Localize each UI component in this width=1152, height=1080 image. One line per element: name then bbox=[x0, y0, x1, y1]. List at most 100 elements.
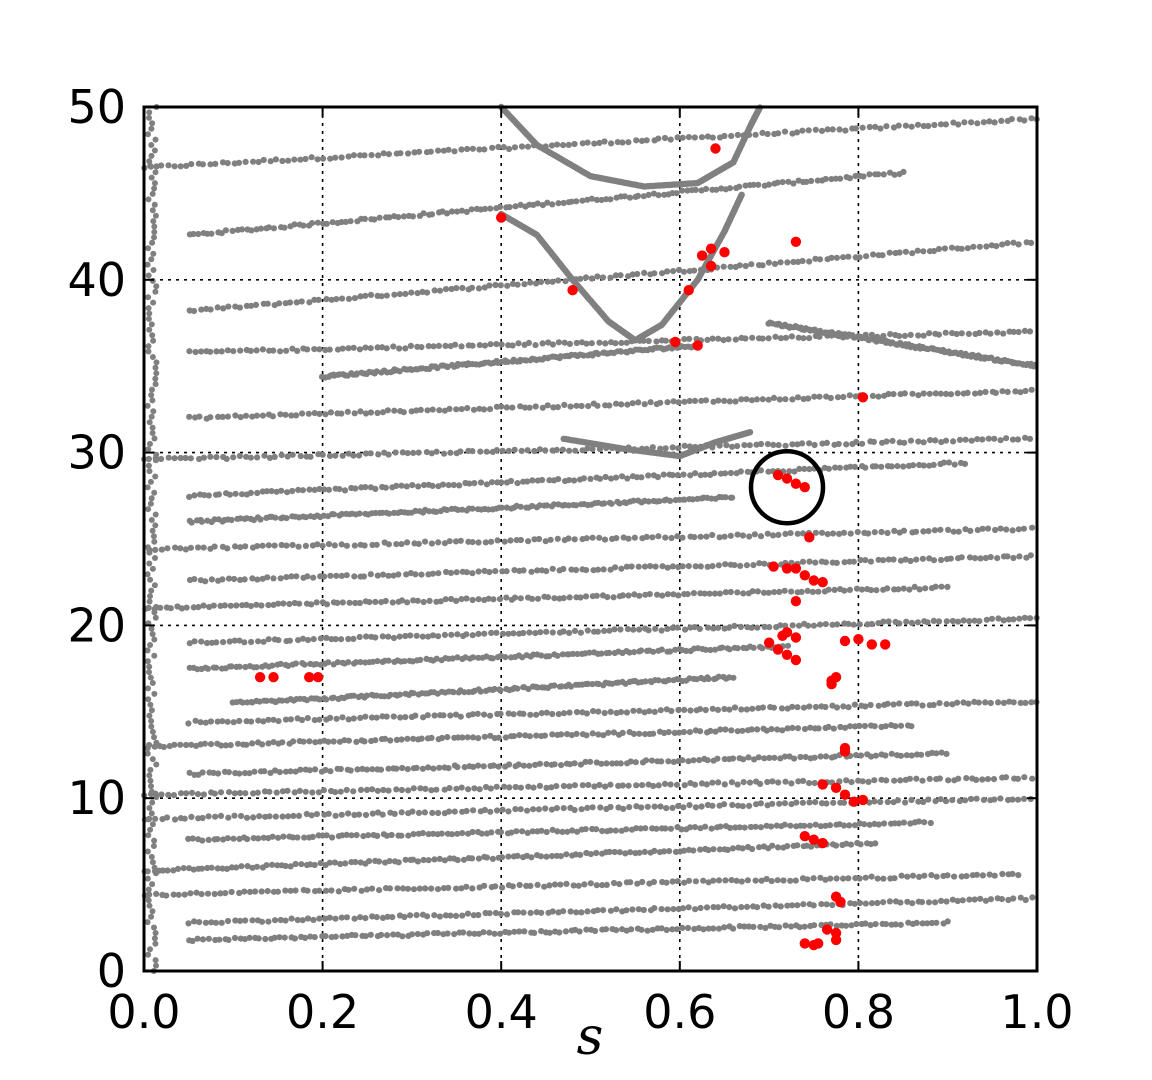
background-point bbox=[248, 302, 255, 309]
background-point bbox=[163, 814, 171, 821]
background-point bbox=[925, 796, 932, 803]
background-point bbox=[148, 321, 155, 328]
background-point bbox=[674, 624, 681, 631]
background-point bbox=[766, 754, 773, 762]
background-point bbox=[243, 741, 250, 748]
background-point bbox=[149, 527, 156, 534]
background-point bbox=[866, 821, 873, 828]
background-point bbox=[601, 138, 608, 145]
background-point bbox=[674, 134, 681, 141]
background-point bbox=[759, 645, 766, 652]
background-point bbox=[256, 698, 263, 705]
background-point bbox=[931, 121, 938, 129]
background-point bbox=[227, 742, 234, 749]
background-point bbox=[391, 407, 398, 414]
background-point bbox=[623, 826, 630, 833]
background-point bbox=[617, 626, 624, 633]
background-point bbox=[679, 757, 686, 764]
x-tick-label: 0.0 bbox=[107, 985, 180, 1039]
background-point bbox=[345, 716, 352, 723]
background-point bbox=[902, 122, 910, 129]
background-point bbox=[343, 786, 350, 794]
background-point bbox=[710, 925, 717, 932]
background-point bbox=[345, 886, 352, 893]
background-point bbox=[223, 455, 230, 462]
background-point bbox=[1010, 699, 1017, 706]
background-point bbox=[848, 779, 855, 786]
background-point bbox=[460, 856, 468, 863]
background-point bbox=[237, 347, 244, 354]
background-point bbox=[932, 583, 939, 590]
background-point bbox=[800, 335, 807, 342]
background-point bbox=[662, 825, 669, 832]
background-point bbox=[593, 849, 600, 857]
background-point bbox=[774, 844, 782, 851]
background-point bbox=[507, 537, 514, 544]
background-point bbox=[607, 781, 614, 788]
background-point bbox=[201, 740, 208, 747]
background-point bbox=[655, 192, 662, 199]
background-point bbox=[323, 296, 330, 303]
background-point bbox=[851, 900, 858, 907]
background-point bbox=[190, 307, 198, 315]
background-point bbox=[991, 435, 998, 442]
background-point bbox=[564, 731, 571, 738]
background-point bbox=[982, 699, 989, 706]
background-point bbox=[710, 846, 717, 853]
background-point bbox=[420, 714, 427, 721]
background-point bbox=[856, 899, 864, 907]
background-point bbox=[565, 141, 572, 148]
background-point bbox=[319, 451, 326, 458]
background-point bbox=[538, 710, 545, 717]
background-point bbox=[583, 340, 590, 347]
background-point bbox=[613, 927, 620, 934]
background-point bbox=[804, 876, 811, 883]
background-point bbox=[606, 627, 613, 634]
background-point bbox=[189, 937, 196, 945]
background-point bbox=[289, 345, 296, 352]
background-point bbox=[662, 337, 669, 344]
background-point bbox=[765, 181, 773, 188]
background-point bbox=[454, 631, 461, 638]
background-point bbox=[470, 734, 477, 741]
plot-frame bbox=[142, 105, 1039, 973]
background-point bbox=[148, 142, 155, 148]
background-point bbox=[618, 339, 625, 346]
background-point bbox=[450, 689, 457, 696]
highlight-point bbox=[826, 679, 837, 690]
background-point bbox=[607, 196, 614, 203]
background-point bbox=[145, 832, 152, 839]
background-point bbox=[327, 409, 334, 416]
background-point bbox=[1010, 616, 1017, 623]
background-point bbox=[297, 453, 304, 460]
background-point bbox=[425, 857, 432, 864]
background-point bbox=[460, 929, 467, 936]
background-point bbox=[750, 562, 757, 569]
background-point bbox=[955, 775, 962, 782]
background-point bbox=[649, 444, 656, 451]
background-point bbox=[271, 934, 278, 941]
background-point bbox=[1026, 435, 1034, 442]
background-point bbox=[567, 908, 574, 915]
background-point bbox=[922, 585, 929, 592]
background-point bbox=[487, 808, 494, 815]
background-point bbox=[531, 929, 538, 937]
background-point bbox=[222, 742, 229, 749]
background-point bbox=[707, 646, 714, 654]
background-point bbox=[880, 875, 887, 882]
background-point bbox=[164, 545, 171, 552]
background-point bbox=[514, 480, 521, 487]
background-point bbox=[282, 917, 289, 924]
background-point bbox=[419, 633, 426, 640]
background-point bbox=[908, 752, 915, 759]
background-point bbox=[706, 590, 713, 597]
background-point bbox=[256, 813, 263, 820]
background-point bbox=[376, 887, 383, 894]
background-point bbox=[284, 787, 291, 794]
background-point bbox=[900, 819, 908, 826]
background-point bbox=[846, 558, 853, 565]
background-point bbox=[794, 704, 801, 711]
background-point bbox=[144, 868, 151, 875]
background-point bbox=[420, 598, 427, 606]
background-point bbox=[853, 438, 860, 445]
